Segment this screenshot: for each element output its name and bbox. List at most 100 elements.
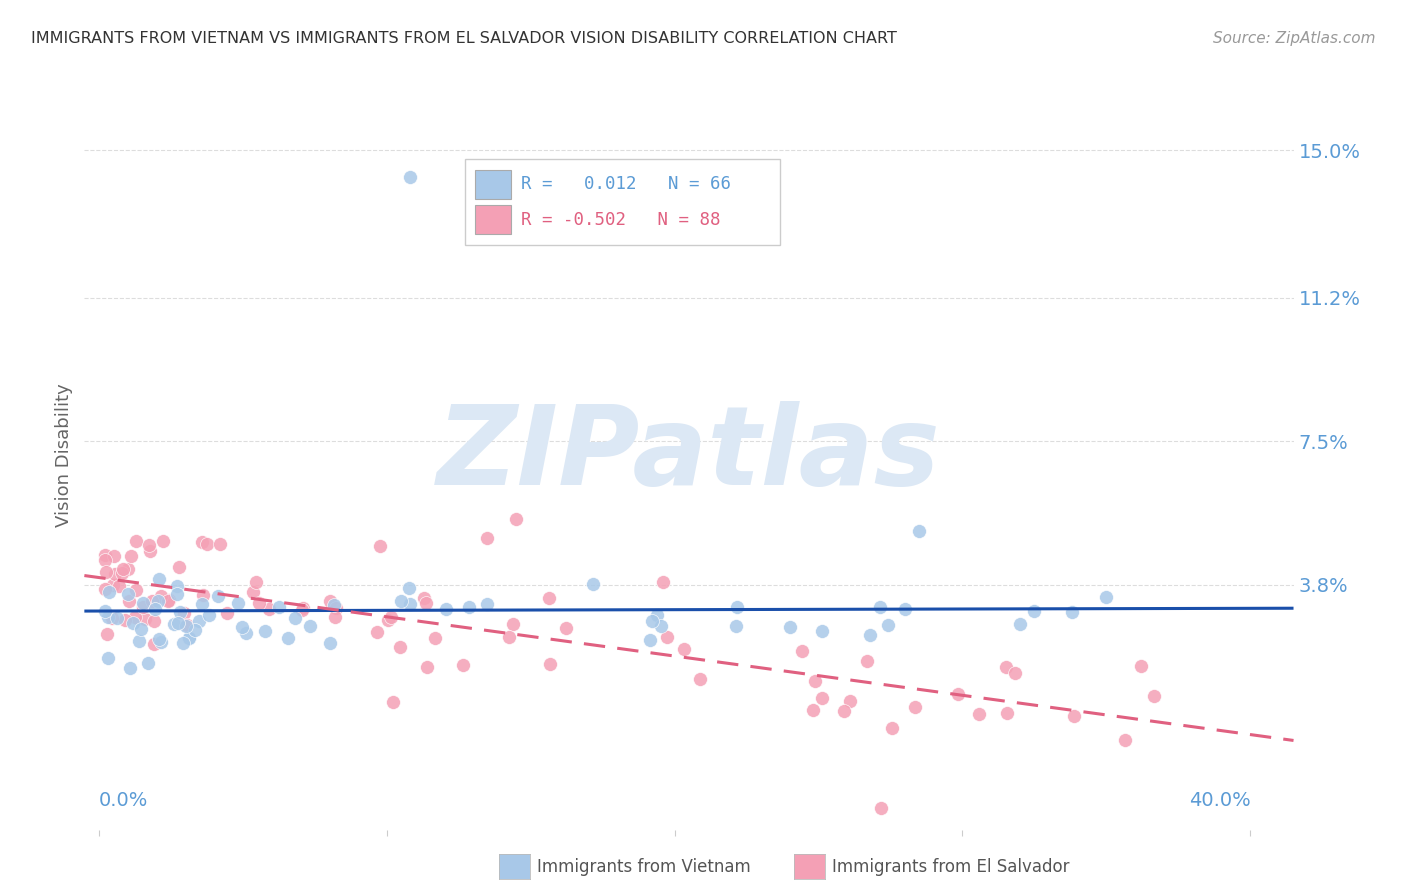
Point: [148, 572, 170, 586]
Point: [173, 606, 195, 620]
Point: [870, 801, 893, 815]
Point: [869, 599, 891, 614]
Point: [138, 538, 160, 552]
Point: [176, 618, 198, 632]
Point: [108, 579, 131, 593]
Point: [235, 625, 257, 640]
Point: [779, 620, 801, 634]
Point: [169, 605, 191, 619]
Point: [319, 594, 342, 608]
Point: [689, 673, 711, 687]
Point: [477, 597, 499, 611]
Point: [226, 595, 249, 609]
Point: [290, 603, 312, 617]
Point: [97, 610, 120, 624]
Point: [174, 619, 197, 633]
Point: [382, 695, 405, 709]
Point: [195, 537, 218, 551]
Point: [184, 624, 207, 638]
Point: [166, 586, 188, 600]
Point: [298, 619, 321, 633]
Text: ZIPatlas: ZIPatlas: [437, 401, 941, 508]
Point: [415, 597, 437, 611]
Point: [207, 589, 229, 603]
Point: [103, 549, 125, 563]
Point: [121, 616, 143, 631]
Point: [190, 535, 212, 549]
Point: [125, 583, 148, 598]
Point: [162, 616, 184, 631]
Point: [93, 548, 115, 562]
Point: [425, 632, 447, 646]
Point: [100, 611, 122, 625]
Point: [804, 674, 827, 689]
Point: [217, 606, 239, 620]
Point: [413, 591, 436, 605]
Point: [1095, 590, 1118, 604]
Point: [96, 627, 118, 641]
Point: [128, 634, 150, 648]
Point: [245, 574, 267, 589]
Point: [498, 630, 520, 644]
Point: [555, 621, 578, 635]
Point: [97, 651, 120, 665]
Point: [997, 706, 1019, 720]
Point: [325, 600, 347, 615]
Bar: [475, 170, 512, 199]
Point: [1130, 659, 1153, 673]
Point: [114, 613, 136, 627]
Point: [638, 632, 661, 647]
Point: [366, 624, 388, 639]
Point: [810, 690, 832, 705]
Text: Immigrants from El Salvador: Immigrants from El Salvador: [832, 858, 1070, 876]
Point: [673, 642, 696, 657]
Point: [904, 700, 927, 714]
Point: [292, 601, 315, 615]
Point: [191, 588, 214, 602]
Point: [458, 599, 481, 614]
Point: [149, 634, 172, 648]
Point: [117, 587, 139, 601]
Point: [124, 609, 146, 624]
Point: [502, 617, 524, 632]
Point: [139, 544, 162, 558]
Point: [652, 574, 675, 589]
Point: [150, 589, 173, 603]
Point: [177, 631, 200, 645]
Point: [118, 661, 141, 675]
Point: [389, 594, 412, 608]
Point: [388, 640, 411, 654]
Point: [242, 585, 264, 599]
Point: [839, 694, 862, 708]
Point: [104, 567, 127, 582]
Point: [323, 610, 346, 624]
Point: [136, 656, 159, 670]
Point: [152, 534, 174, 549]
Point: [1022, 604, 1045, 618]
Point: [191, 597, 214, 611]
Text: 40.0%: 40.0%: [1188, 790, 1250, 810]
Point: [880, 722, 903, 736]
Point: [1004, 666, 1026, 681]
Point: [582, 576, 605, 591]
Point: [967, 707, 990, 722]
Point: [277, 631, 299, 645]
Point: [377, 613, 399, 627]
Point: [790, 643, 813, 657]
Point: [267, 600, 290, 615]
Point: [451, 657, 474, 672]
Point: [120, 549, 142, 563]
Point: [416, 660, 439, 674]
Point: [93, 604, 115, 618]
Point: [157, 593, 180, 607]
Point: [368, 539, 391, 553]
Point: [117, 562, 139, 576]
Point: [1143, 690, 1166, 704]
Point: [93, 582, 115, 597]
Point: [724, 619, 747, 633]
Point: [434, 602, 457, 616]
Point: [132, 596, 155, 610]
Point: [398, 170, 420, 185]
Point: [284, 611, 307, 625]
Point: [143, 637, 166, 651]
